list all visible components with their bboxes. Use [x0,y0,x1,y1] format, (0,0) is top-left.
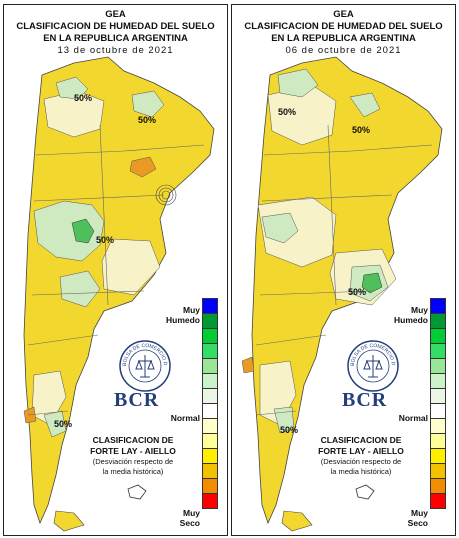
map-panel-06-oct: 50% 50% 50% 50% GEA CLASIFICACION DE HUM… [231,4,456,536]
malvinas-islands [355,484,375,500]
legend-color-scale [202,298,218,509]
map-panel-13-oct: 50% 50% 50% 50% GEA CLASIFICACION DE HUM… [3,4,228,536]
legend-swatch [202,388,218,404]
malvinas-islands [127,484,147,500]
legend-swatch [430,358,446,374]
very-dry-spot [129,156,157,178]
classification-note: (Desviación respecto de la media históric… [92,457,174,476]
legend-swatch [202,328,218,344]
legend-swatch [430,463,446,479]
legend-swatch [202,403,218,419]
tierra-del-fuego [53,510,85,532]
map-title: GEA CLASIFICACION DE HUMEDAD DEL SUELO E… [232,9,455,57]
contour-label: 50% [138,115,156,125]
classification-note: (Desviación respecto de la media históric… [320,457,402,476]
humid-region-north [55,76,89,100]
title-line-1: CLASIFICACION DE HUMEDAD DEL SUELO [244,21,443,32]
legend-swatch [202,433,218,449]
humid-region-center [261,212,299,244]
legend-color-scale [430,298,446,509]
very-humid-spot [71,218,95,244]
legend-swatch [430,313,446,329]
argentina-soil-moisture-map: 50% 50% 50% 50% [241,56,443,532]
legend-swatch [430,298,446,314]
legend-swatch [430,388,446,404]
tierra-del-fuego [281,510,313,532]
legend-swatch [202,463,218,479]
map-date: 06 de octubre de 2021 [285,45,402,56]
legend-normal-label: Normal [398,413,428,423]
bcr-seal-logo: BOLSA DE COMERCIO DE ROSARIO [346,339,399,392]
classification-title: CLASIFICACION DE FORTE LAY - AIELLO [318,435,404,456]
title-line-2: EN LA REPUBLICA ARGENTINA [271,33,416,44]
bcr-wordmark: BCR [342,389,388,411]
legend-swatch [202,418,218,434]
title-line-2: EN LA REPUBLICA ARGENTINA [43,33,188,44]
humid-region-center [33,200,105,262]
normal-region-pampa [101,238,161,296]
legend-swatch [202,448,218,464]
contour-label: 50% [280,425,298,435]
very-humid-spot [361,272,383,294]
title-org: GEA [333,9,354,20]
legend-swatch [202,313,218,329]
bcr-wordmark: BCR [114,389,160,411]
province-borders [27,124,205,416]
legend-swatch [430,328,446,344]
legend-very-dry-label: Muy Seco [179,508,200,528]
title-line-1: CLASIFICACION DE HUMEDAD DEL SUELO [16,21,215,32]
contour-label: 50% [74,93,92,103]
contour-label: 50% [348,287,366,297]
legend-swatch [430,448,446,464]
contour-label: 50% [278,107,296,117]
legend-swatch [430,493,446,509]
humid-region-northeast [131,90,165,118]
very-dry-coast [241,356,255,374]
argentina-soil-moisture-map: 50% 50% 50% 50% [23,56,215,532]
contour-label: 50% [352,125,370,135]
legend-swatch [430,418,446,434]
legend-swatch [202,373,218,389]
legend-swatch [430,478,446,494]
contour-rings-east [155,184,177,206]
legend-very-humid-label: Muy Humedo [394,305,428,325]
legend-swatch [430,373,446,389]
province-borders [255,124,433,416]
legend-swatch [202,478,218,494]
humid-region-northeast [349,92,381,118]
legend-normal-label: Normal [170,413,200,423]
legend-swatch [430,343,446,359]
classification-title: CLASIFICACION DE FORTE LAY - AIELLO [90,435,176,456]
humid-region-south [273,406,295,434]
humid-region-north [277,68,319,98]
legend-swatch [202,343,218,359]
legend-very-dry-label: Muy Seco [407,508,428,528]
bcr-seal-logo: BOLSA DE COMERCIO DE ROSARIO [118,339,171,392]
contour-label: 50% [54,419,72,429]
contour-label: 50% [96,235,114,245]
map-title: GEA CLASIFICACION DE HUMEDAD DEL SUELO E… [4,9,227,57]
humid-region-pampa [59,270,101,308]
legend-swatch [202,358,218,374]
legend-swatch [430,433,446,449]
legend-swatch [202,493,218,509]
legend-swatch [430,403,446,419]
title-org: GEA [105,9,126,20]
legend-very-humid-label: Muy Humedo [166,305,200,325]
map-date: 13 de octubre de 2021 [57,45,174,56]
legend-swatch [202,298,218,314]
